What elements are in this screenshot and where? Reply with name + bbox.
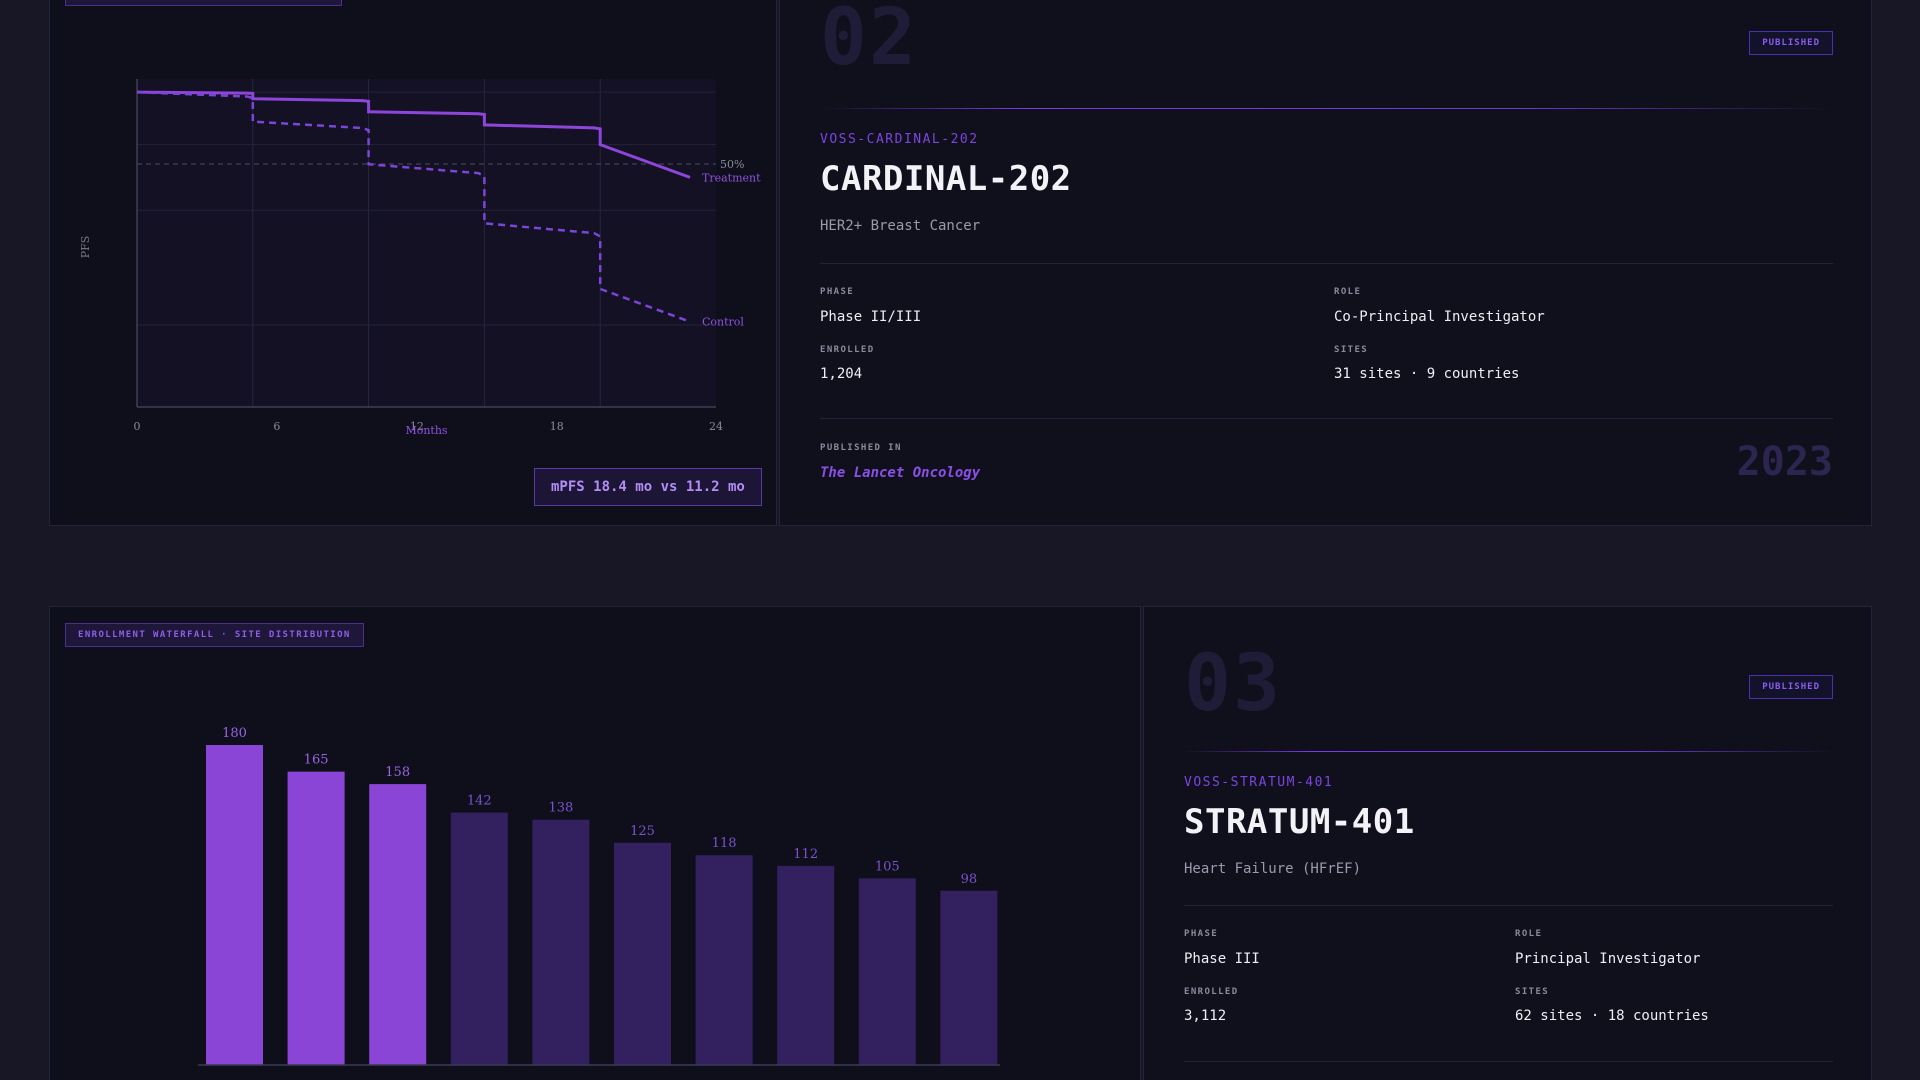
mpfs-summary-badge: mPFS 18.4 mo vs 11.2 mo: [534, 468, 762, 506]
x-tick-label: 6: [273, 420, 280, 433]
trial-card-stratum-401: 03 PUBLISHED VOSS-STRATUM-401 STRATUM-40…: [1143, 606, 1872, 1080]
phase-label: PHASE: [820, 287, 855, 297]
enrollment-bar: [532, 819, 590, 1065]
enrollment-bar-chart: 180 165 158 142 138 125 118 112 105 98: [198, 726, 1000, 1066]
enrollment-chart-card: ENROLLMENT WATERFALL · SITE DISTRIBUTION…: [49, 606, 1141, 1080]
x-tick-label: 0: [134, 420, 141, 433]
bar-value-label: 158: [385, 765, 410, 780]
enrolled-label: ENROLLED: [1184, 987, 1239, 997]
divider: [1184, 905, 1833, 906]
sites-value: 31 sites · 9 countries: [1334, 366, 1520, 382]
plot-area: [137, 79, 716, 407]
trial-index-number: 03: [1184, 639, 1282, 729]
bar-value-label: 125: [630, 824, 655, 839]
bar-value-label: 165: [304, 753, 329, 768]
enrollment-bar: [369, 784, 427, 1065]
sites-label: SITES: [1334, 345, 1369, 355]
bar-value-label: 112: [793, 847, 818, 862]
role-label: ROLE: [1515, 929, 1543, 939]
x-axis-label: Months: [405, 424, 447, 437]
divider: [820, 418, 1833, 419]
series-label-control: Control: [702, 316, 744, 329]
phase-label: PHASE: [1184, 929, 1219, 939]
trial-title: CARDINAL-202: [820, 159, 1072, 199]
journal-link[interactable]: The Lancet Oncology: [820, 465, 981, 481]
enrollment-bar: [614, 842, 671, 1065]
role-value: Principal Investigator: [1515, 951, 1701, 967]
status-badge: PUBLISHED: [1749, 31, 1833, 55]
bar-value-label: 105: [875, 859, 900, 874]
sites-value: 62 sites · 18 countries: [1515, 1008, 1709, 1024]
phase-value: Phase II/III: [820, 309, 922, 325]
accent-divider: [820, 108, 1833, 109]
trial-title: STRATUM-401: [1184, 802, 1415, 842]
bar-value-label: 118: [712, 836, 737, 851]
x-tick-label: 12: [410, 420, 424, 433]
enrollment-bar: [206, 745, 263, 1065]
divider: [1184, 1061, 1833, 1062]
enrollment-bar: [940, 890, 998, 1065]
role-label: ROLE: [1334, 287, 1362, 297]
chart-tag: ENROLLMENT WATERFALL · SITE DISTRIBUTION: [65, 623, 364, 647]
km-curve-treatment: [136, 90, 691, 179]
enrollment-bar: [695, 855, 753, 1065]
x-tick-label: 18: [550, 420, 564, 433]
enrollment-bar: [858, 878, 916, 1065]
series-label-treatment: Treatment: [702, 171, 761, 184]
trial-indication: HER2+ Breast Cancer: [820, 218, 981, 234]
bar-value-label: 180: [222, 726, 247, 741]
phase-value: Phase III: [1184, 951, 1260, 967]
enrolled-value: 1,204: [820, 366, 863, 382]
trial-index-number: 02: [820, 0, 918, 83]
enrollment-bar: [287, 771, 345, 1065]
accent-divider: [1184, 751, 1833, 752]
x-tick-label: 24: [709, 420, 723, 433]
bar-value-label: 142: [467, 794, 492, 809]
trial-card-cardinal-202: 02 PUBLISHED VOSS-CARDINAL-202 CARDINAL-…: [779, 0, 1872, 526]
enrolled-value: 3,112: [1184, 1008, 1227, 1024]
bar-value-label: 98: [961, 872, 978, 887]
role-value: Co-Principal Investigator: [1334, 309, 1545, 325]
trial-indication: Heart Failure (HFrEF): [1184, 861, 1362, 877]
divider: [820, 263, 1833, 264]
pfs-chart-card: 50% Treatment Control 0 6 12 18 24 Months PFS mPF…: [49, 0, 777, 526]
sites-label: SITES: [1515, 987, 1550, 997]
enrolled-label: ENROLLED: [820, 345, 875, 355]
km-curve-control: [136, 90, 691, 323]
status-badge: PUBLISHED: [1749, 675, 1833, 699]
bar-value-label: 138: [548, 801, 573, 816]
chart-tag-partial: [65, 0, 342, 6]
publication-year: 2023: [1736, 439, 1833, 485]
published-in-label: PUBLISHED IN: [820, 443, 902, 453]
enrollment-bar: [450, 812, 508, 1065]
trial-code: VOSS-CARDINAL-202: [820, 132, 979, 147]
trial-code: VOSS-STRATUM-401: [1184, 775, 1334, 790]
enrollment-bar: [777, 865, 835, 1065]
pfs-km-chart: 50%Treatment Control 0 6 12 18 24 Months PFS: [79, 79, 761, 437]
y-axis-label: PFS: [79, 236, 92, 259]
reference-line-label: 50%: [720, 158, 744, 171]
